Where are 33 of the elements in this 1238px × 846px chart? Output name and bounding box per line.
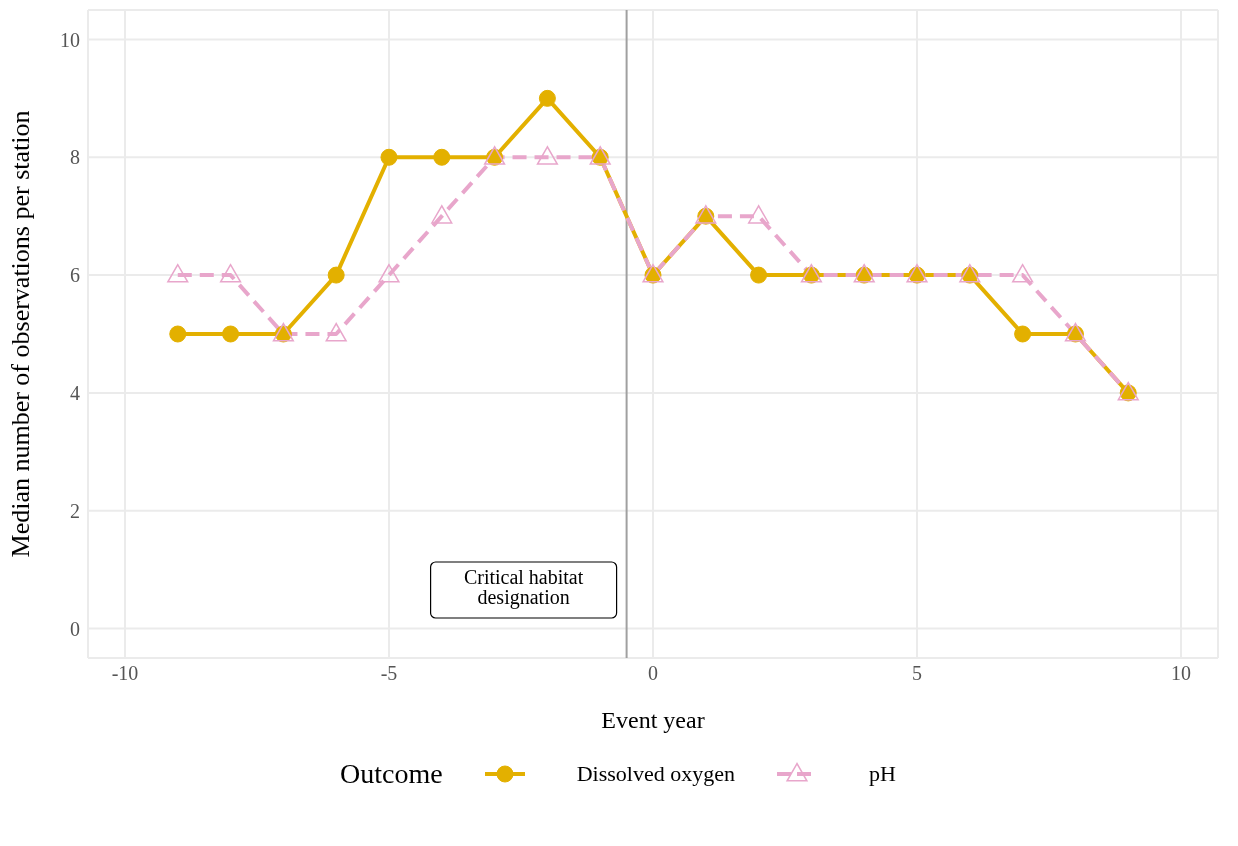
y-axis-title: Median number of observations per station	[6, 110, 36, 558]
legend-title: Outcome	[340, 758, 443, 790]
point	[747, 205, 770, 224]
y-tick-label: 2	[70, 499, 80, 522]
point	[1014, 325, 1032, 343]
y-tick-label: 4	[70, 382, 80, 405]
point	[327, 266, 345, 284]
point	[378, 263, 400, 283]
point	[169, 325, 187, 343]
point	[380, 148, 398, 166]
point	[431, 205, 453, 224]
point	[750, 266, 768, 284]
legend-label: Dissolved oxygen	[576, 761, 735, 787]
point	[536, 146, 559, 165]
legend-label: pH	[869, 761, 896, 787]
point	[325, 322, 347, 342]
y-tick-label: 8	[70, 146, 80, 169]
x-tick-label: 5	[912, 662, 923, 685]
x-tick-label: 10	[1171, 662, 1192, 685]
x-axis-title: Event year	[601, 707, 705, 733]
ref-line-label: Critical habitat designation	[463, 566, 584, 609]
x-tick-label: 0	[648, 662, 658, 685]
point	[219, 263, 242, 283]
point	[538, 89, 556, 107]
x-tick-label: -5	[380, 662, 398, 685]
y-tick-label: 6	[70, 264, 80, 287]
point	[1012, 263, 1034, 283]
point	[222, 325, 240, 343]
y-tick-label: 0	[70, 617, 80, 640]
point	[167, 263, 189, 283]
point	[433, 148, 451, 166]
x-tick-label: -10	[111, 662, 139, 685]
y-tick-label: 10	[60, 28, 80, 51]
